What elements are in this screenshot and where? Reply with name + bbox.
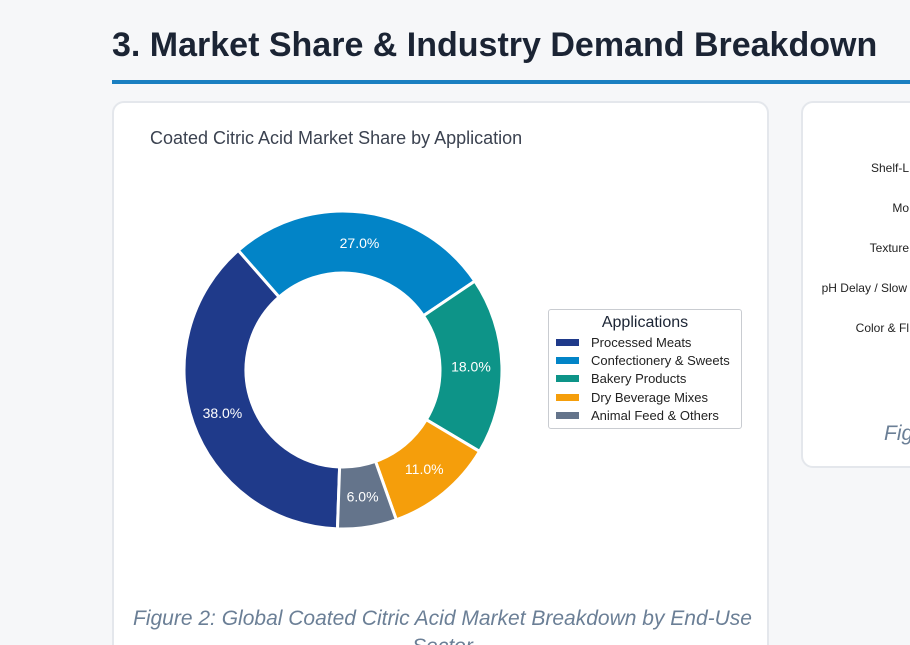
- bar-category-label: pH Delay / Slow: [821, 281, 907, 295]
- legend-swatch: [556, 357, 579, 365]
- chart-legend: Applications Processed Meats Confectione…: [548, 309, 742, 429]
- bar-category-label: Shelf-L: [870, 161, 909, 175]
- legend-item: Bakery Products: [556, 370, 741, 388]
- legend-label: Processed Meats: [591, 334, 692, 350]
- figure-caption: Fig: [884, 422, 910, 445]
- chart-card: Coated Citric Acid Market Share by Appli…: [112, 101, 769, 645]
- legend-title: Applications: [601, 314, 689, 331]
- legend-item: Dry Beverage Mixes: [556, 388, 741, 406]
- legend-label: Animal Feed & Others: [591, 408, 719, 424]
- slice-data-label: 11.0%: [405, 461, 444, 477]
- chart-title: Coated Citric Acid Market Share by Appli…: [150, 128, 523, 148]
- slice-data-label: 6.0%: [347, 488, 379, 504]
- legend-swatch: [556, 375, 579, 383]
- legend-swatch: [556, 412, 579, 420]
- pie-slice: [335, 459, 399, 531]
- bar-category-label: Color & Fl: [855, 321, 909, 335]
- slice-data-label: 18.0%: [451, 358, 491, 374]
- bar-category-label: Mo: [892, 201, 909, 215]
- figure-caption: Figure 2: Global Coated Citric Acid Mark…: [133, 607, 752, 645]
- legend-item: Animal Feed & Others: [556, 407, 741, 425]
- donut-chart: 38.0% 27.0% 18.0% 11.0% 6.0%: [182, 209, 504, 531]
- legend-item: Processed Meats: [556, 333, 741, 351]
- pie-slice: [182, 248, 342, 531]
- legend-label: Dry Beverage Mixes: [591, 389, 709, 405]
- bar-category-label: Texture: [869, 241, 909, 255]
- pie-slice: [236, 209, 477, 318]
- legend-label: Confectionery & Sweets: [591, 353, 730, 369]
- legend-label: Bakery Products: [591, 371, 687, 387]
- secondary-chart-card: Shelf-L Mo Texture pH Delay / Slow Color…: [801, 101, 910, 468]
- section-divider: [112, 80, 910, 84]
- slice-data-label: 38.0%: [203, 405, 243, 421]
- legend-swatch: [556, 338, 579, 346]
- legend-swatch: [556, 393, 579, 401]
- legend-item: Confectionery & Sweets: [556, 351, 741, 369]
- section-title: 3. Market Share & Industry Demand Breakd…: [112, 26, 878, 64]
- slice-data-label: 27.0%: [340, 235, 380, 251]
